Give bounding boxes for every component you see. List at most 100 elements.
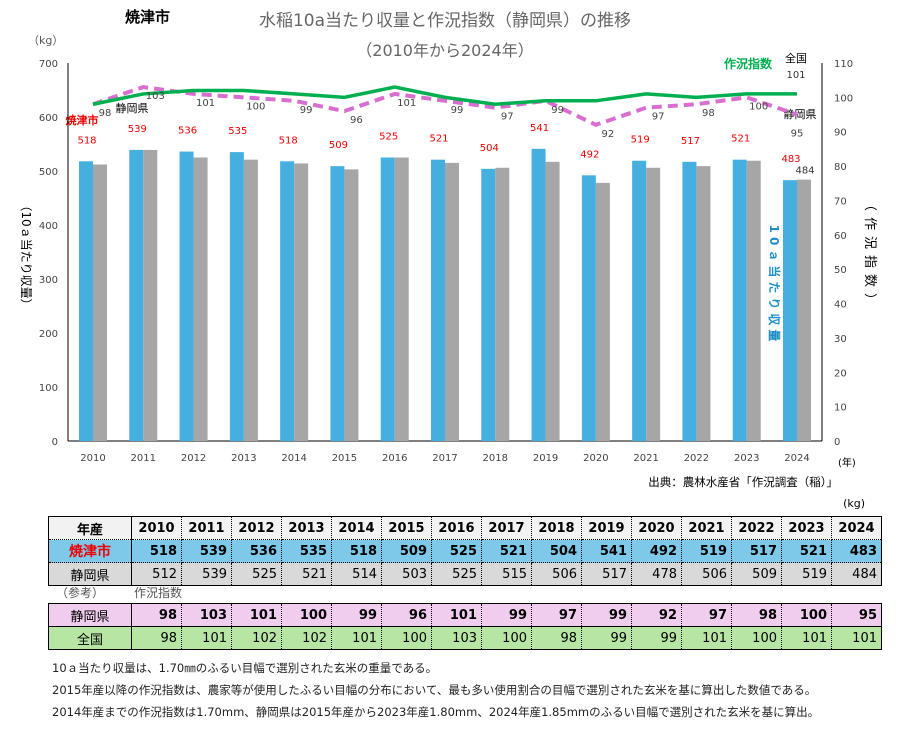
- yield-table: 年産 2010 2011 2012 2013 2014 2015 2016 2017 2018 20…: [48, 516, 882, 586]
- index-shizuoka-cell: 99: [481, 603, 532, 627]
- y2-tick-label: 60: [834, 231, 847, 242]
- yaizu-cell: 518: [331, 539, 382, 563]
- bar-shizuoka: [696, 166, 711, 441]
- note-2: 2015年産以降の作況指数は、農家等が使用したふるい目幅の分布において、最も多い…: [52, 683, 817, 697]
- index-national-cell: 101: [831, 626, 882, 650]
- y2-tick-label: 40: [834, 300, 847, 311]
- legend-shizuoka-line: 静岡県: [784, 107, 817, 121]
- index-national-cell: 100: [731, 626, 782, 650]
- shizuoka-row: 静岡県 512 539 525 521 514 503 525 515 506 517 478 506 5…: [48, 562, 882, 586]
- index-shizuoka-cell: 95: [831, 603, 882, 627]
- chart-title: 水稲10a当たり収量と作況指数（静岡県）の推移: [259, 11, 631, 31]
- y-tick-label: 400: [39, 221, 58, 232]
- yaizu-cell: 521: [481, 539, 532, 563]
- bar-yaizu: [581, 175, 596, 441]
- bar-yaizu: [79, 161, 93, 441]
- shizuoka-cell: 515: [481, 562, 532, 586]
- year-cell: 2012: [231, 516, 282, 540]
- shizuoka-cell: 525: [231, 562, 282, 586]
- bar-yaizu-label: 483: [781, 154, 800, 165]
- ref-label: （参考）: [56, 586, 105, 600]
- index-shizuoka-cell: 103: [181, 603, 232, 627]
- index-shizuoka-cell: 101: [231, 603, 282, 627]
- year-cell: 2015: [381, 516, 432, 540]
- year-cell: 2020: [631, 516, 682, 540]
- yaizu-cell: 517: [731, 539, 782, 563]
- y2-tick-label: 30: [834, 334, 847, 345]
- x-tick-label: 2024: [784, 453, 809, 464]
- x-tick-label: 2017: [432, 453, 457, 464]
- header-row: 年産 2010 2011 2012 2013 2014 2015 2016 2017 2018 20…: [48, 516, 882, 540]
- year-cell: 2014: [331, 516, 382, 540]
- index-shizuoka-cell: 98: [731, 603, 782, 627]
- line-shizuoka-label: 103: [146, 91, 165, 102]
- x-tick-label: 2021: [633, 453, 658, 464]
- year-cell: 2011: [181, 516, 232, 540]
- x-unit: (年): [838, 456, 856, 469]
- index-national-cell: 101: [781, 626, 832, 650]
- x-tick-label: 2023: [734, 453, 759, 464]
- shizuoka-cell: 525: [431, 562, 482, 586]
- line-shizuoka-label: 98: [99, 108, 112, 119]
- bar-yaizu: [682, 161, 697, 441]
- x-tick-label: 2015: [332, 453, 357, 464]
- legend-national: 全国: [785, 51, 807, 65]
- yaizu-cell: 536: [231, 539, 282, 563]
- note-3: 2014年産までの作況指数は1.70mm、静岡県は2015年産から2023年産1…: [52, 705, 820, 719]
- shizuoka-cell: 521: [281, 562, 332, 586]
- year-cell: 2017: [481, 516, 532, 540]
- shizuoka-cell: 506: [531, 562, 582, 586]
- bar-shizuoka: [243, 159, 258, 441]
- bar-yaizu-label: 535: [228, 126, 247, 137]
- index-national-cell: 100: [381, 626, 432, 650]
- index-national-cell: 100: [481, 626, 532, 650]
- table-unit: (kg): [843, 497, 865, 510]
- source: 出典：農林水産省「作況調査（稲）」: [648, 475, 838, 489]
- index-national-cell: 98: [131, 626, 182, 650]
- y2-tick-label: 90: [834, 128, 847, 139]
- x-tick-label: 2022: [684, 453, 709, 464]
- x-tick-label: 2010: [80, 453, 105, 464]
- bar-yaizu: [632, 160, 647, 442]
- index-national-cell: 98: [531, 626, 582, 650]
- shizuoka-cell: 509: [731, 562, 782, 586]
- line-shizuoka-label: 100: [749, 101, 768, 112]
- shizuoka-label: 静岡県: [48, 562, 132, 586]
- y2-tick-label: 50: [834, 265, 847, 276]
- y-tick-label: 100: [39, 383, 58, 394]
- index-national-cell: 102: [281, 626, 332, 650]
- bar-yaizu: [129, 149, 144, 441]
- yaizu-cell: 541: [581, 539, 632, 563]
- index-shizuoka-label: 静岡県: [48, 603, 132, 627]
- line-shizuoka-label: 98: [702, 108, 715, 119]
- yaizu-label: 焼津市: [48, 539, 132, 563]
- line-shizuoka-label: 99: [300, 105, 313, 116]
- y2-tick-label: 0: [834, 437, 840, 448]
- year-cell: 2021: [681, 516, 732, 540]
- index-shizuoka-cell: 101: [431, 603, 482, 627]
- bar-yaizu: [481, 168, 496, 441]
- index-national-cell: 101: [181, 626, 232, 650]
- bar-yaizu-label: 504: [480, 143, 499, 154]
- shizuoka-cell: 514: [331, 562, 382, 586]
- bar-yaizu-label: 509: [329, 140, 348, 151]
- y2-tick-label: 10: [834, 403, 847, 414]
- index-table: 静岡県 98 103 101 100 99 96 101 99 97 99 92 97 98 100 95 全…: [48, 603, 882, 650]
- line-shizuoka-label: 100: [246, 101, 265, 112]
- y2-tick-label: 70: [834, 196, 847, 207]
- corner-label: 焼津市: [125, 8, 170, 26]
- legend-shizuoka-bar: 静岡県: [116, 101, 149, 115]
- y2-tick-label: 20: [834, 368, 847, 379]
- x-tick-label: 2019: [533, 453, 558, 464]
- x-tick-label: 2013: [231, 453, 256, 464]
- bar-yaizu: [431, 159, 445, 441]
- yaizu-cell: 492: [631, 539, 682, 563]
- y-tick-label: 200: [39, 329, 58, 340]
- year-cell: 2010: [131, 516, 182, 540]
- index-shizuoka-cell: 96: [381, 603, 432, 627]
- y-tick-label: 500: [39, 167, 58, 178]
- shizuoka-cell: 517: [581, 562, 632, 586]
- bar-shizuoka: [746, 160, 761, 442]
- index-national-cell: 103: [431, 626, 482, 650]
